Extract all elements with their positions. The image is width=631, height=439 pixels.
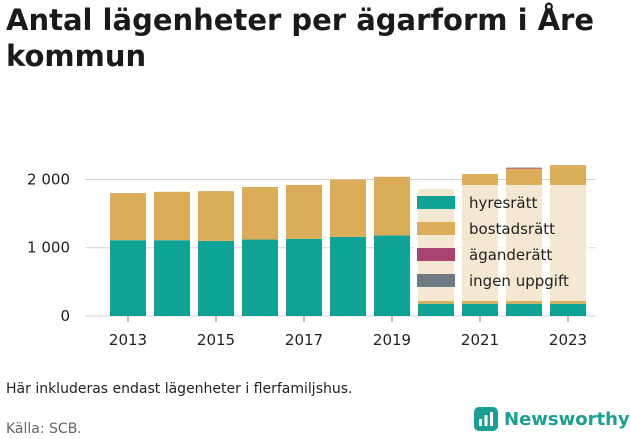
bar-segment [462, 303, 498, 316]
newsworthy-logo-icon [474, 407, 498, 431]
bar-segment [330, 179, 366, 237]
y-tick-label: 1 000 [27, 239, 70, 257]
x-tick-label: 2021 [461, 331, 499, 349]
source-text: Källa: SCB. [6, 421, 82, 437]
legend-label: bostadsrätt [469, 220, 555, 238]
legend-swatch [417, 196, 455, 209]
legend-label: äganderätt [469, 246, 552, 264]
x-tick-label: 2015 [197, 331, 235, 349]
bar-segment [286, 184, 322, 239]
x-tick-label: 2013 [109, 331, 147, 349]
bar-segment [198, 240, 234, 316]
bar-segment [506, 303, 542, 316]
bar-segment [418, 303, 454, 316]
x-axis: 2013 2015 2017 2019 2021 2023 [109, 316, 587, 349]
stacked-bar-chart: 2013 2015 2017 2019 2021 2023 0 1 000 2 000 hyr… [27, 165, 596, 349]
x-tick-label: 2019 [373, 331, 411, 349]
x-tick-label: 2017 [285, 331, 323, 349]
legend-label: hyresrätt [469, 194, 538, 212]
bar-segment [374, 176, 410, 236]
legend-swatch [417, 274, 455, 287]
bar-segment [374, 235, 410, 316]
bar-segment [242, 239, 278, 316]
bar-segment [198, 191, 234, 241]
bar-segment [110, 193, 146, 241]
bar-segment [110, 240, 146, 316]
legend: hyresrätt bostadsrätt äganderätt ingen uppg… [413, 185, 589, 301]
legend-swatch [417, 222, 455, 235]
bar-segment [242, 186, 278, 240]
legend-label: ingen uppgift [469, 272, 569, 290]
bar-segment [154, 240, 190, 316]
bar-segment [550, 303, 586, 316]
chart-note: Här inkluderas endast lägenheter i flerf… [6, 381, 353, 397]
newsworthy-logo-text: Newsworthy [504, 408, 630, 430]
y-axis: 0 1 000 2 000 [27, 170, 70, 325]
bar-segment [286, 238, 322, 316]
x-tick-label: 2023 [549, 331, 587, 349]
chart-title: Antal lägenheter per ägarform i Åre komm… [6, 3, 595, 73]
bar-segment [506, 167, 542, 169]
y-tick-label: 2 000 [27, 170, 70, 188]
bar-segment [154, 191, 190, 241]
legend-swatch [417, 248, 455, 261]
newsworthy-logo: Newsworthy [474, 407, 630, 431]
y-tick-label: 0 [60, 307, 70, 325]
bar-segment [330, 236, 366, 316]
